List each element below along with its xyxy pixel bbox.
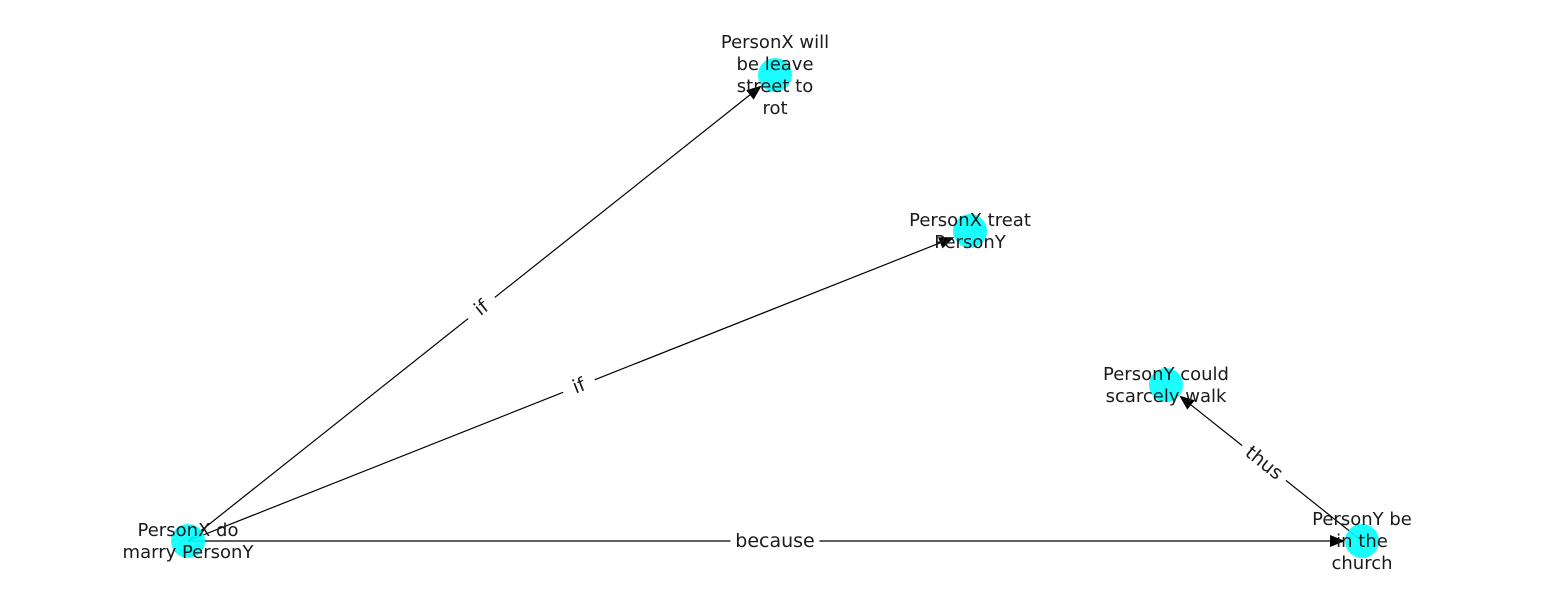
node-n5 (1345, 524, 1379, 558)
nodes-layer (171, 58, 1379, 558)
node-label-n2: PersonX treat PersonY (909, 210, 1031, 253)
node-label-n5: PersonY be in the church (1312, 509, 1412, 574)
edge-label-bg-2 (558, 368, 600, 404)
edge-label-group-2: if (558, 368, 600, 404)
node-label-line: PersonY be (1312, 509, 1412, 530)
edge-arrowhead-3 (1330, 535, 1345, 547)
edge-arrowhead-4 (1179, 395, 1195, 410)
node-label-n4: PersonX do marry PersonY (123, 520, 255, 563)
edge-label-group-1: if (460, 288, 503, 328)
node-label-line: PersonY (934, 232, 1006, 253)
node-label-line: church (1331, 553, 1392, 574)
edge-label-group-3: because (730, 529, 820, 553)
node-n1 (758, 58, 792, 92)
node-labels-layer: PersonX will be leave street to rotPersonX … (123, 32, 1412, 574)
node-label-line: PersonX do (138, 520, 239, 541)
edge-arrowhead-1 (746, 85, 762, 100)
edge-label-group-4: thus (1234, 436, 1294, 490)
node-label-line: PersonX will (721, 32, 829, 53)
node-label-line: be leave (736, 54, 813, 75)
edge-arrowhead-2 (938, 237, 955, 249)
node-label-line: marry PersonY (123, 542, 255, 563)
node-label-line: PersonY could (1103, 364, 1229, 385)
node-n4 (171, 524, 205, 558)
node-label-line: street to (737, 76, 813, 97)
node-label-line: scarcely walk (1106, 386, 1227, 407)
node-n2 (953, 214, 987, 248)
edge-label-bg-4 (1234, 436, 1294, 490)
node-n3 (1149, 368, 1183, 402)
node-label-line: PersonX treat (909, 210, 1031, 231)
edges-layer (187, 85, 1363, 547)
node-label-line: rot (762, 98, 787, 119)
edge-labels-layer: if if because thus (460, 288, 1294, 553)
edge-label-bg-1 (460, 288, 503, 328)
edge-label-bg-3 (730, 529, 820, 553)
node-label-line: in the (1336, 531, 1388, 552)
edge-label-3: because (735, 530, 814, 552)
node-label-n1: PersonX will be leave street to rot (721, 32, 829, 119)
node-label-n3: PersonY could scarcely walk (1103, 364, 1229, 407)
